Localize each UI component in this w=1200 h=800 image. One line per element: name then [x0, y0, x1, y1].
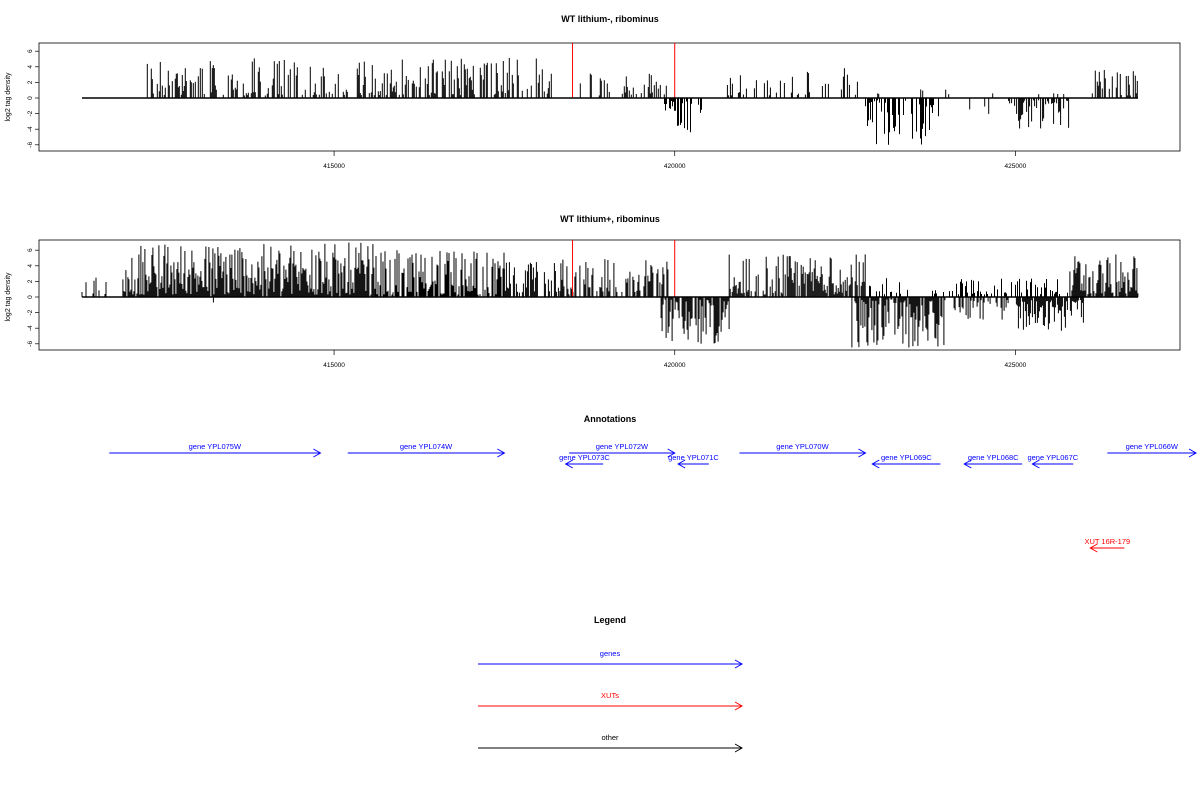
- legend-item-gene: genes: [478, 649, 744, 669]
- x-tick-label: 425000: [1005, 163, 1027, 170]
- legend-items: genes XUTs other: [478, 649, 744, 753]
- y-tick-label: 2: [27, 80, 34, 84]
- marker-lines-lithium-plus: [572, 240, 676, 297]
- feature-label: gene YPL071C: [668, 453, 719, 462]
- feature-arrow-head: [871, 459, 880, 469]
- annotation-feature: gene YPL075W: [109, 442, 322, 458]
- annotations-track: Annotations gene YPL075W gene YPL074W gene…: [109, 414, 1198, 553]
- x-tick-label: 425000: [1005, 362, 1027, 369]
- y-axis-label-lithium-plus: log2 tag density: [5, 272, 12, 322]
- axes-lithium-plus: -6 -4 -2 0 2 4 6 415000 420000 425000: [27, 248, 1138, 369]
- density-bars-lithium-minus: [146, 58, 1138, 145]
- legend-title: Legend: [594, 615, 626, 625]
- y-tick-label: 0: [27, 295, 34, 299]
- y-tick-label: -2: [27, 110, 34, 116]
- y-tick-label: -6: [27, 142, 34, 148]
- x-tick-label: 420000: [664, 163, 686, 170]
- feature-arrow-head: [734, 701, 744, 711]
- feature-arrow-head: [963, 459, 972, 469]
- annotation-feature: gene YPL066W: [1107, 442, 1198, 458]
- annotation-feature: gene YPL070W: [739, 442, 867, 458]
- y-tick-label: 2: [27, 279, 34, 283]
- annotation-feature: gene YPL069C: [871, 453, 941, 469]
- x-tick-label: 415000: [323, 362, 345, 369]
- feature-label: gene YPL066W: [1126, 442, 1179, 451]
- feature-label: gene YPL068C: [968, 453, 1019, 462]
- annotation-feature: gene YPL072W: [569, 442, 676, 458]
- annotation-feature: gene YPL073C: [559, 453, 610, 469]
- annotation-feature: gene YPL074W: [347, 442, 506, 458]
- feature-arrow-head: [1031, 459, 1040, 469]
- feature-arrow-head: [564, 459, 573, 469]
- feature-label: gene YPL074W: [400, 442, 453, 451]
- marker-lines-lithium-minus: [572, 43, 676, 98]
- feature-label: XUT 16R-179: [1084, 537, 1130, 546]
- y-tick-label: -6: [27, 341, 34, 347]
- annotation-features: gene YPL075W gene YPL074W gene YPL072W gene…: [109, 442, 1198, 553]
- y-tick-label: 6: [27, 49, 34, 53]
- panel-title-lithium-minus: WT lithium-, ribominus: [561, 14, 659, 24]
- y-tick-label: 4: [27, 65, 34, 69]
- feature-label: gene YPL070W: [776, 442, 829, 451]
- legend-label: genes: [600, 649, 621, 658]
- annotations-title: Annotations: [584, 414, 637, 424]
- feature-label: gene YPL069C: [881, 453, 932, 462]
- density-panel-lithium-minus: WT lithium-, ribominus -6 -4 -2 0 2 4 6 415000 4…: [5, 14, 1181, 170]
- feature-label: gene YPL073C: [559, 453, 610, 462]
- feature-arrow-head: [1089, 543, 1098, 553]
- annotation-feature: XUT 16R-179: [1084, 537, 1130, 553]
- y-tick-label: -4: [27, 126, 34, 132]
- y-tick-label: -4: [27, 325, 34, 331]
- y-tick-label: -2: [27, 309, 34, 315]
- x-tick-label: 420000: [664, 362, 686, 369]
- y-axis-label-lithium-minus: log2 tag density: [5, 72, 12, 122]
- feature-arrow-head: [858, 448, 867, 458]
- legend-item-xut: XUTs: [478, 691, 744, 711]
- feature-label: gene YPL072W: [596, 442, 649, 451]
- plot-frame-lithium-plus: [38, 239, 1181, 351]
- density-panel-lithium-plus: WT lithium+, ribominus -6 -4 -2 0 2 4 6 415000 4…: [5, 214, 1181, 369]
- annotation-feature: gene YPL067C: [1027, 453, 1079, 469]
- panel-title-lithium-plus: WT lithium+, ribominus: [560, 214, 660, 224]
- density-bars-lithium-plus: [81, 242, 1139, 348]
- feature-arrow-head: [677, 459, 686, 469]
- x-tick-label: 415000: [323, 163, 345, 170]
- annotation-feature: gene YPL068C: [963, 453, 1023, 469]
- feature-arrow-head: [734, 743, 744, 753]
- feature-label: gene YPL075W: [189, 442, 242, 451]
- y-tick-label: 6: [27, 248, 34, 252]
- legend: Legend genes XUTs other: [478, 615, 744, 753]
- feature-arrow-head: [497, 448, 506, 458]
- feature-arrow-head: [734, 659, 744, 669]
- y-tick-label: 4: [27, 264, 34, 268]
- axes-lithium-minus: -6 -4 -2 0 2 4 6 415000 420000 425000: [27, 49, 1138, 170]
- annotation-feature: gene YPL071C: [668, 453, 719, 469]
- feature-arrow-head: [313, 448, 322, 458]
- legend-item-other: other: [478, 733, 744, 753]
- legend-label: other: [601, 733, 619, 742]
- y-tick-label: 0: [27, 96, 34, 100]
- feature-label: gene YPL067C: [1027, 453, 1078, 462]
- feature-arrow-head: [667, 448, 676, 458]
- feature-arrow-head: [1188, 448, 1198, 458]
- plot-frame-lithium-minus: [38, 42, 1181, 152]
- legend-label: XUTs: [601, 691, 619, 700]
